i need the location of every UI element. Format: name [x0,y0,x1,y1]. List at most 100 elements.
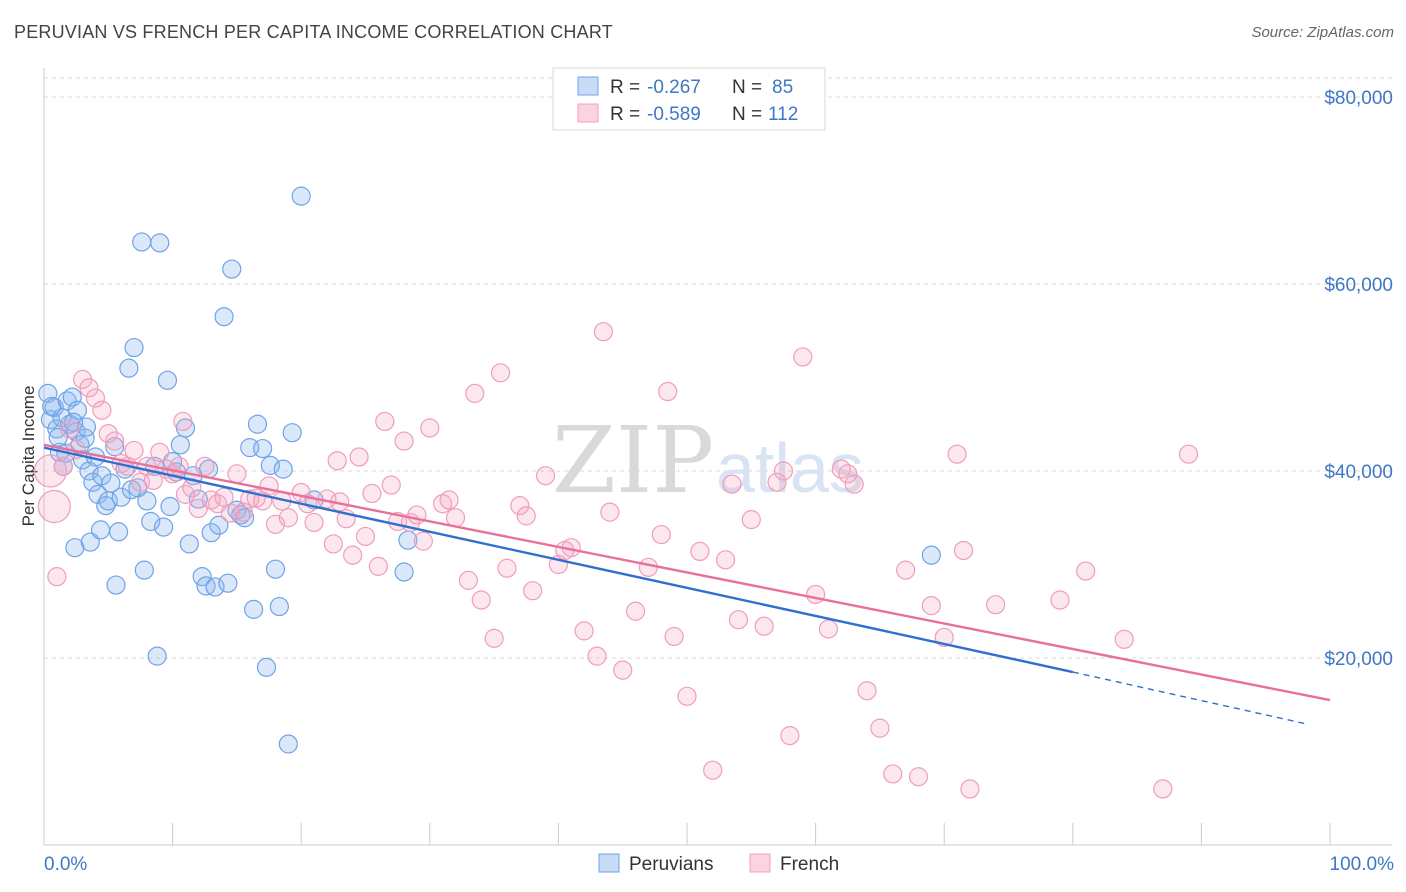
peruvian-point [247,414,268,434]
x-tick-min: 0.0% [44,854,87,875]
legend-n-label-2: N = [732,104,762,125]
french-point [780,726,800,746]
french-point [1178,444,1199,464]
legend-n-value-1: 85 [772,77,793,98]
peruvian-point [921,545,941,565]
y-tick-label: $40,000 [1324,462,1393,483]
peruvian-point [137,491,157,511]
french-point [497,558,517,578]
french-point [47,567,67,587]
french-point [690,541,710,562]
french-point [896,560,916,580]
french-point [471,590,491,610]
french-point [953,540,974,561]
peruvian-point [101,473,121,493]
french-point [368,556,388,576]
french-point [484,628,504,648]
chart-title: PERUVIAN VS FRENCH PER CAPITA INCOME COR… [14,22,613,42]
peruvian-point [244,599,264,619]
peruvian-point [150,233,170,253]
peruvian-point [269,596,289,617]
peruvian-point [214,307,234,327]
french-point [593,322,614,342]
french-point [98,424,118,444]
peruvian-point [253,438,273,459]
french-point [381,475,401,495]
peruvian-point [124,337,144,358]
french-point [79,378,99,398]
french-point [793,347,813,367]
peruvian-point [205,577,225,597]
french-point [986,595,1006,615]
legend-top: R = -0.267 N = 85 R = -0.589 N = 112 [552,67,826,131]
french-point [818,619,839,639]
peruvian-point [201,523,221,543]
trend-lines [43,443,1331,725]
french-point [439,490,459,510]
legend-n-label-1: N = [732,77,762,98]
french-point [870,718,890,738]
french-point [323,534,343,554]
french-point [227,464,247,484]
legend-swatch-french [577,103,599,123]
french-point [625,601,646,621]
french-point [53,456,73,476]
peruvian-point [153,517,174,537]
legend-r-label-2: R = [610,104,640,125]
french-point [458,570,478,590]
peruvian-point [209,515,229,535]
french-point [773,461,794,481]
peruvian-point [67,400,88,420]
watermark-atlas: atlas [716,429,864,507]
french-point [535,466,556,486]
french-point [600,502,620,522]
french-point [1153,779,1173,799]
french-point [883,764,903,784]
french-point [37,489,71,524]
french-point [327,451,347,471]
peruvian-point [134,560,154,580]
peruvian-point [147,646,167,666]
legend-r-value-2: -0.589 [647,104,701,125]
peruvian-point [394,562,414,582]
french-point [394,431,414,451]
french-point [124,440,144,461]
french-point [921,596,941,616]
french-point [195,456,215,476]
french-point [278,508,298,528]
french-point [510,495,530,516]
bottom-legend-french: French [780,854,839,875]
grid-lines [44,77,1392,659]
french-point [85,388,106,408]
french-point [722,474,742,494]
french-point [259,476,279,496]
legend-r-value-1: -0.267 [647,77,701,98]
french-point [658,381,678,402]
peruvian-point [278,734,298,754]
french-point [362,483,382,504]
peruvian-trend-line [43,446,1074,674]
french-point [838,464,858,484]
french-point [173,411,193,432]
peruvian-point [90,520,111,540]
peruvian-point [192,567,212,587]
french-point [355,526,376,547]
french-trend-line [43,443,1331,702]
french-point [105,431,125,451]
bottom-swatch-peruvians [598,853,620,873]
watermark-zip: ZIP [552,407,714,514]
peruvian-point [265,559,286,579]
french-point [715,550,736,570]
y-axis-label: Per Capita Income [19,386,38,527]
french-point [741,510,761,530]
french-point [613,660,633,680]
peruvian-point [222,259,242,279]
french-point [465,383,485,403]
french-point [516,506,536,526]
french-point [1114,629,1134,649]
french-point [728,610,749,630]
french-point [754,616,774,636]
french-point [523,581,543,601]
bottom-legend-peruvians: Peruvians [629,854,714,875]
